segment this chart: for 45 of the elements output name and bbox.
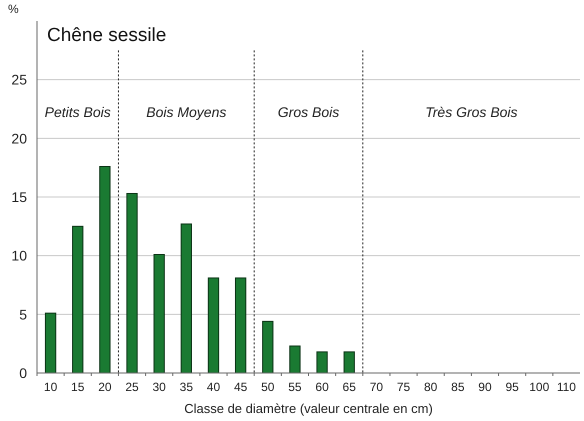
- x-tick-label: 20: [98, 380, 112, 394]
- x-tick-label: 25: [125, 380, 140, 394]
- x-tick-label: 10: [44, 380, 58, 394]
- x-tick-label: 100: [529, 380, 550, 394]
- chart-title: Chêne sessile: [47, 25, 166, 46]
- bar: [208, 277, 220, 374]
- y-axis-title: %: [8, 2, 19, 16]
- bar: [154, 254, 165, 374]
- bar: [234, 277, 246, 374]
- x-tick-label: 80: [424, 380, 438, 394]
- x-tick-label: 50: [261, 380, 275, 394]
- y-tick-label: 0: [19, 365, 28, 381]
- bar: [180, 223, 192, 374]
- annotation: Très Gros Bois: [425, 104, 518, 120]
- y-tick-label: 15: [11, 189, 28, 205]
- x-tick-label: 70: [370, 380, 384, 394]
- bar: [72, 226, 84, 374]
- y-tick-label: 25: [11, 72, 28, 88]
- x-tick-label: 55: [288, 380, 302, 394]
- y-tick-label: 10: [11, 248, 28, 264]
- annotation: Petits Bois: [44, 104, 111, 120]
- bar: [99, 166, 111, 374]
- x-tick-label: 35: [180, 380, 194, 394]
- bar: [262, 320, 274, 374]
- x-tick-label: 40: [206, 380, 220, 394]
- annotation: Bois Moyens: [146, 104, 226, 120]
- x-tick-label: 85: [451, 380, 465, 394]
- y-tick-label: 5: [19, 306, 28, 322]
- x-tick-label: 15: [71, 380, 85, 394]
- bar: [289, 346, 301, 374]
- y-tick-label: 20: [11, 130, 28, 146]
- annotation: Gros Bois: [278, 104, 340, 120]
- x-tick-label: 95: [505, 380, 520, 394]
- x-tick-label: 30: [152, 380, 166, 394]
- x-tick-label: 90: [478, 380, 492, 394]
- x-tick-label: 45: [234, 380, 248, 394]
- x-tick-label: 65: [342, 380, 356, 394]
- x-tick-label: 110: [556, 380, 576, 394]
- x-tick-label: 60: [315, 380, 330, 394]
- x-axis-title: Classe de diamètre (valeur centrale en cm): [184, 401, 433, 416]
- bar: [44, 312, 56, 374]
- bar: [126, 192, 138, 374]
- bar: [344, 351, 355, 374]
- bar: [316, 351, 328, 374]
- x-tick-label: 75: [396, 380, 411, 394]
